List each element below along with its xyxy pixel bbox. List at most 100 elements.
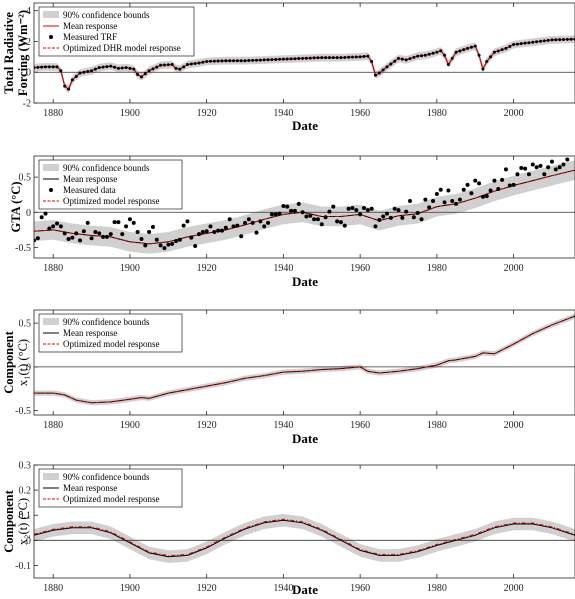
measured-point [78,238,83,243]
measured-point [431,51,435,55]
measured-point [127,217,132,222]
measured-point [162,246,167,251]
x-axis-label: Date [292,582,318,597]
measured-point [358,212,363,217]
y-tick-label: -0.5 [15,243,31,254]
measured-point [128,66,132,70]
measured-point [561,162,566,167]
y-axis-label: Component [2,489,16,552]
measured-point [292,208,297,213]
measured-point [47,65,51,69]
x-tick-label: 1900 [120,108,140,119]
measured-point [227,217,232,222]
measured-point [546,38,550,42]
measured-point [223,225,228,230]
measured-point [193,62,197,66]
measured-point [166,63,170,67]
x-tick-label: 1940 [273,420,293,431]
measured-point [147,69,151,73]
measured-point [281,203,286,208]
measured-point [196,232,201,237]
measured-point [438,187,443,192]
measured-point [135,229,140,234]
measured-point [216,228,221,233]
legend-box [38,468,183,508]
measured-point [63,84,67,88]
axes-box [33,155,575,259]
measured-point [55,221,60,226]
measured-point [270,58,274,62]
x-tick-label: 1920 [197,420,217,431]
measured-point [454,50,458,54]
measured-point [105,65,109,69]
axes-box [33,2,575,104]
measured-point [342,223,347,228]
y-tick-label: -2 [23,99,31,110]
x-tick-label: 1980 [427,108,447,119]
measured-point [427,52,431,56]
measured-point [51,65,55,69]
measured-point [324,56,328,60]
measured-point [243,220,248,225]
measured-point [273,212,278,217]
legend-swatch-band [43,11,59,18]
measured-point [212,229,217,234]
measured-point [170,63,174,67]
measured-point [297,57,301,61]
x-tick-label: 1940 [273,108,293,119]
measured-point [366,54,370,58]
measured-point [423,53,427,57]
measured-point [193,244,198,249]
measured-point [492,50,496,54]
x-tick-label: 1980 [427,583,447,594]
measured-point [377,71,381,75]
measured-point [550,38,554,42]
measured-point [469,191,474,196]
measured-point [496,49,500,53]
legend-entry: Mean response [63,328,117,338]
measured-point [408,199,413,204]
measured-point [78,71,82,75]
measured-point [281,57,285,61]
measured-point [66,237,71,242]
measured-point [312,217,317,222]
measured-point [404,209,409,214]
measured-point [220,228,225,233]
measured-point [384,211,389,216]
legend-entry: Mean response [63,483,117,493]
measured-point [174,66,178,70]
x-tick-label: 1880 [43,263,63,274]
legend-entry: Optimized model response [63,494,159,504]
measured-point [304,56,308,60]
measured-point [365,208,370,213]
measured-point [308,56,312,60]
measured-point [278,57,282,61]
measured-point [143,243,148,248]
measured-point [182,65,186,69]
legend-swatch-band [43,318,59,325]
measured-point [408,57,412,61]
x-axis-label: Date [292,274,318,289]
y-tick-label: -0.5 [15,406,31,417]
measured-point [235,59,239,63]
measured-point [235,223,240,228]
measured-point [85,220,90,225]
measured-point [542,39,546,43]
measured-point [58,224,63,229]
measured-point [515,42,519,46]
measured-point [335,219,340,224]
measured-point [454,201,459,206]
measured-point [511,182,516,187]
measured-point [154,237,159,242]
measured-point [136,73,140,77]
measured-point [481,67,485,71]
y-tick-label: 0.5 [19,173,32,184]
x-tick-label: 1960 [350,108,370,119]
measured-point [346,206,351,211]
measured-point [250,220,255,225]
measured-point [558,38,562,42]
measured-point [243,59,247,63]
measured-point [415,210,420,215]
measured-point [473,44,477,48]
